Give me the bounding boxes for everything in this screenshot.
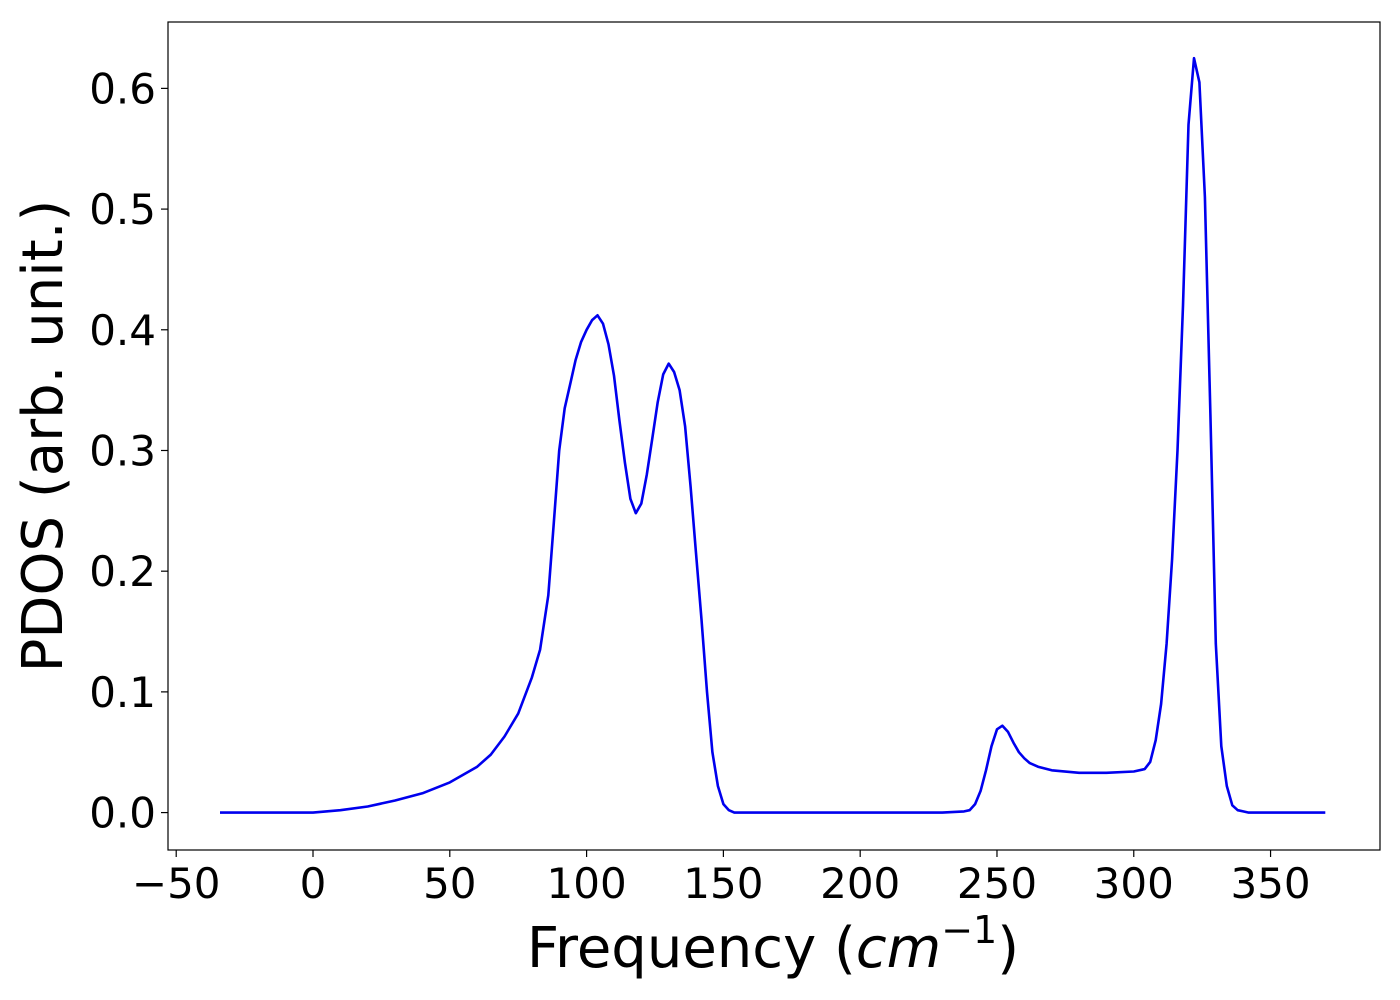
x-tick-label: 0 (300, 859, 327, 908)
x-axis-label: Frequency (cm−1) (527, 908, 1019, 981)
y-tick-label: 0.2 (89, 547, 156, 596)
series-layer (220, 56, 1326, 814)
y-tick-label: 0.6 (89, 64, 156, 113)
pdos-series-line (220, 56, 1326, 814)
plot-area (167, 21, 1381, 851)
x-tick-label: 150 (683, 859, 763, 908)
x-tick-label: 250 (957, 859, 1037, 908)
y-tick-label: 0.1 (89, 668, 156, 717)
x-tick-label: −50 (132, 859, 221, 908)
y-axis-label: PDOS (arb. unit.) (11, 200, 76, 673)
x-tick-label: 200 (820, 859, 900, 908)
y-tick-label: 0.0 (89, 789, 156, 838)
x-tick-label: 350 (1230, 859, 1310, 908)
x-axis: −50 0 50 100 150 200 250 300 350 (132, 850, 1311, 908)
x-tick-label: 300 (1094, 859, 1174, 908)
y-axis: 0.0 0.1 0.2 0.3 0.4 0.5 0.6 (89, 64, 168, 838)
x-tick-label: 100 (547, 859, 627, 908)
plot-frame (167, 21, 1381, 851)
y-tick-label: 0.4 (89, 306, 156, 355)
y-tick-label: 0.5 (89, 185, 156, 234)
x-tick-label: 50 (423, 859, 476, 908)
y-tick-label: 0.3 (89, 426, 156, 475)
